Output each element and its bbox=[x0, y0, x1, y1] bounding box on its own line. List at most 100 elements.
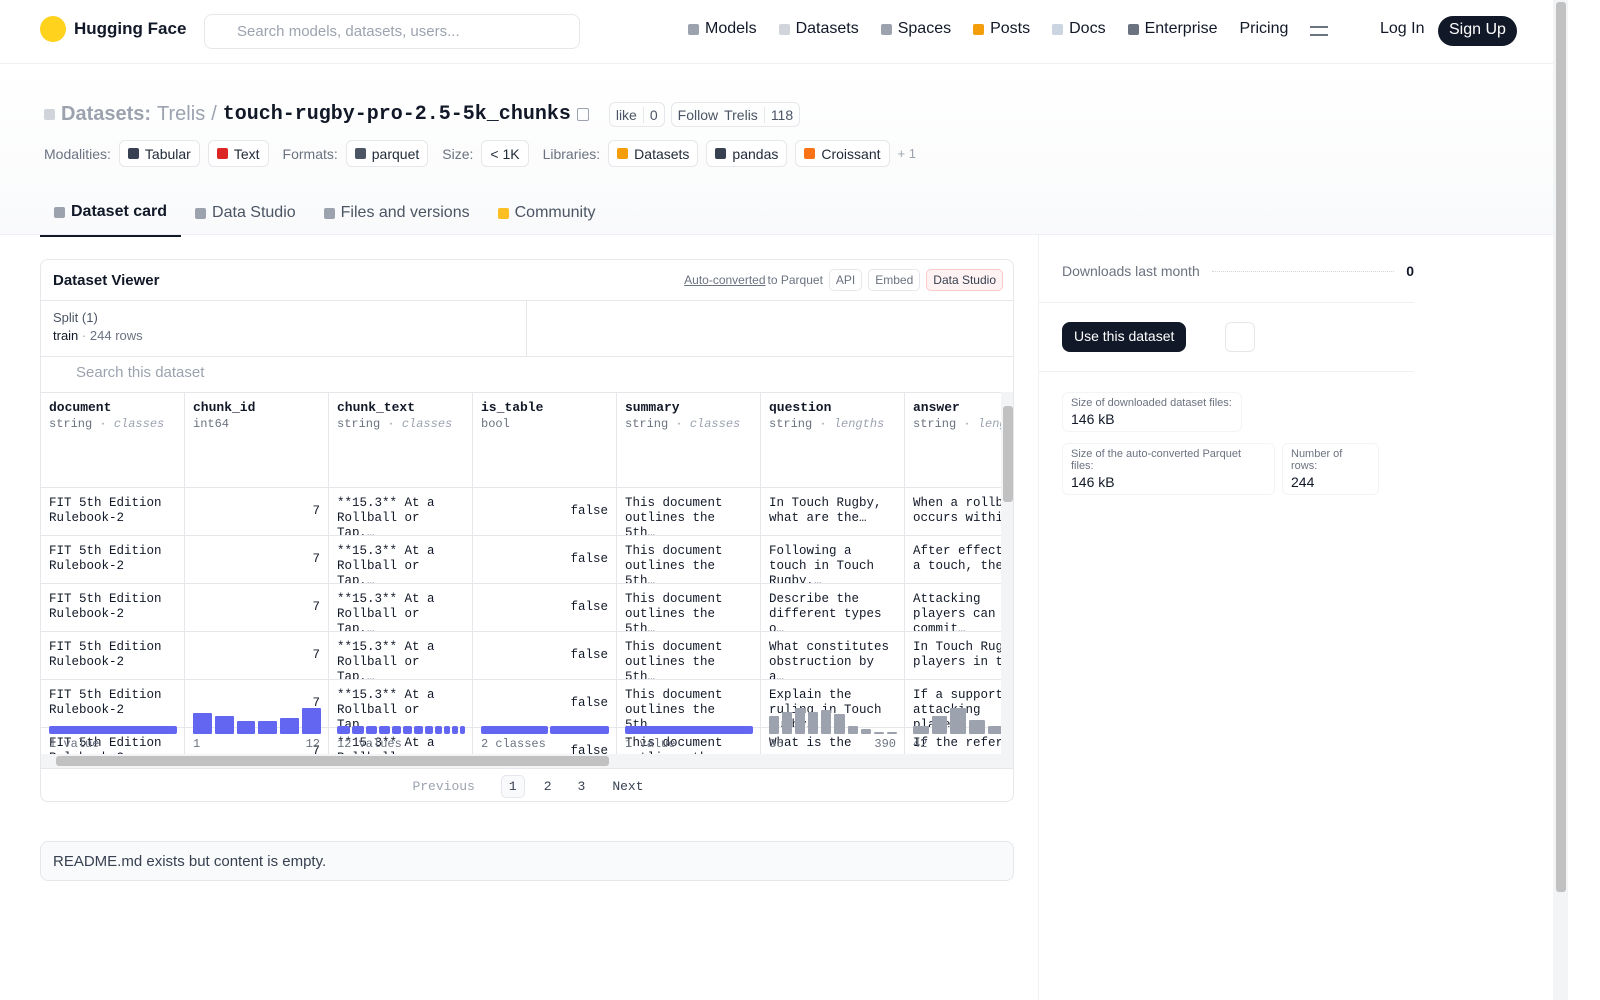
histogram-bar[interactable] bbox=[782, 712, 793, 734]
histogram-bar[interactable] bbox=[860, 729, 871, 734]
cell[interactable]: This document outlines the 5th… bbox=[617, 632, 760, 680]
like-button[interactable]: like 0 bbox=[608, 102, 665, 127]
histogram-bar[interactable] bbox=[302, 708, 321, 734]
cell[interactable]: In Touch Rugby, what are the… bbox=[761, 488, 904, 536]
viewer-search[interactable]: Search this dataset bbox=[41, 356, 1013, 392]
histogram-bar[interactable] bbox=[795, 708, 806, 734]
cell[interactable]: false bbox=[473, 536, 616, 584]
cell[interactable]: FIT 5th Edition Rulebook-2 bbox=[41, 488, 184, 536]
nav-link[interactable]: Posts bbox=[973, 20, 1030, 38]
cell[interactable]: Following a touch in Touch Rugby,… bbox=[761, 536, 904, 584]
cell[interactable]: FIT 5th Edition Rulebook-2 bbox=[41, 536, 184, 584]
scrollbar[interactable] bbox=[41, 754, 1001, 768]
class-bar[interactable] bbox=[481, 726, 549, 734]
scroll-thumb[interactable] bbox=[1556, 2, 1566, 892]
nav-link[interactable]: Datasets bbox=[778, 20, 859, 38]
cell[interactable]: **15.3** At a Rollball or Tap,… bbox=[329, 536, 472, 584]
column-header[interactable]: is_table bool bbox=[473, 393, 616, 488]
class-bar[interactable] bbox=[366, 726, 378, 734]
column-header[interactable]: chunk_id int64 bbox=[185, 393, 328, 488]
tab[interactable]: Community bbox=[484, 192, 610, 237]
nav-link[interactable]: Docs bbox=[1052, 20, 1106, 38]
cell[interactable]: 7 bbox=[185, 584, 328, 632]
cell[interactable]: After effecting a touch, the… bbox=[905, 536, 1001, 584]
histogram-bar[interactable] bbox=[808, 712, 819, 734]
cell[interactable]: This document outlines the 5th… bbox=[617, 728, 760, 754]
cell[interactable]: 7 bbox=[185, 728, 328, 754]
search-input[interactable]: Search models, datasets, users... bbox=[204, 14, 580, 49]
cell[interactable]: If the referee bbox=[905, 728, 1001, 754]
brand[interactable]: Hugging Face bbox=[40, 16, 186, 42]
cell[interactable]: When a rollball occurs within… bbox=[905, 488, 1001, 536]
tag[interactable]: Croissant bbox=[795, 140, 890, 167]
cell[interactable]: false bbox=[473, 584, 616, 632]
histogram-bar[interactable] bbox=[834, 714, 845, 734]
cell[interactable]: **15.3** At a Rollball or Tap,… bbox=[329, 584, 472, 632]
class-bar[interactable] bbox=[424, 726, 433, 734]
column-header[interactable]: document string · classes bbox=[41, 393, 184, 488]
histogram-bar[interactable] bbox=[214, 715, 234, 734]
class-bar[interactable] bbox=[451, 726, 458, 734]
class-bar[interactable] bbox=[414, 726, 423, 734]
cell[interactable]: **15.3** At a Rollball or Tap,… bbox=[329, 632, 472, 680]
tag[interactable]: < 1K bbox=[481, 140, 529, 167]
histogram-bar[interactable] bbox=[280, 717, 300, 734]
login[interactable]: Log In bbox=[1380, 20, 1425, 37]
cell[interactable]: 7 bbox=[185, 536, 328, 584]
copy-icon[interactable] bbox=[576, 108, 589, 121]
viewer-button[interactable]: Embed bbox=[868, 269, 921, 291]
histogram-bar[interactable] bbox=[886, 732, 897, 734]
cell[interactable]: Attacking players can commit… bbox=[905, 584, 1001, 632]
cell[interactable]: false bbox=[473, 632, 616, 680]
cell[interactable]: false bbox=[473, 488, 616, 536]
tag[interactable]: Datasets bbox=[608, 140, 699, 167]
class-bar[interactable] bbox=[434, 726, 442, 734]
cell[interactable]: FIT 5th Edition Rulebook-2 bbox=[41, 728, 184, 754]
cell[interactable]: **15.3** At a Rollball or Tap,… bbox=[329, 680, 472, 728]
tab[interactable]: Dataset card bbox=[40, 192, 182, 237]
histogram-bar[interactable] bbox=[931, 716, 948, 734]
tab[interactable]: Files and versions bbox=[310, 192, 484, 237]
cell[interactable]: **15.3** At a Rollball or Tap,… bbox=[329, 728, 472, 754]
cell[interactable]: 7 bbox=[185, 632, 328, 680]
class-bar[interactable] bbox=[352, 726, 365, 734]
nav-link[interactable]: Models bbox=[688, 20, 757, 38]
cell[interactable]: FIT 5th Edition Rulebook-2 bbox=[41, 632, 184, 680]
tab[interactable]: Data Studio bbox=[181, 192, 310, 237]
scrollbar[interactable] bbox=[1001, 392, 1013, 768]
histogram-bar[interactable] bbox=[987, 726, 1001, 734]
histogram-bar[interactable] bbox=[913, 726, 929, 734]
histogram-bar[interactable] bbox=[769, 716, 780, 734]
cell[interactable]: This document outlines the 5th… bbox=[617, 536, 760, 584]
previous[interactable]: Previous bbox=[412, 778, 475, 794]
class-bar[interactable] bbox=[625, 726, 753, 734]
nav-link[interactable]: Pricing bbox=[1239, 20, 1288, 38]
class-bar[interactable] bbox=[459, 726, 465, 734]
page[interactable]: 3 bbox=[577, 778, 586, 794]
histogram-bar[interactable] bbox=[258, 721, 278, 734]
column-header[interactable]: answer string · lengths bbox=[905, 393, 1001, 488]
histogram-bar[interactable] bbox=[847, 726, 858, 734]
tag[interactable]: pandas bbox=[706, 140, 788, 167]
cell[interactable]: This document outlines the 5th… bbox=[617, 488, 760, 536]
split-selector[interactable]: Split (1) train · 244 rows bbox=[41, 300, 527, 356]
more-tags[interactable]: + 1 bbox=[897, 146, 916, 161]
column-header[interactable]: summary string · classes bbox=[617, 393, 760, 488]
cell[interactable]: FIT 5th Edition Rulebook-2 bbox=[41, 680, 184, 728]
cell[interactable]: Describe the different types o… bbox=[761, 584, 904, 632]
histogram-bar[interactable] bbox=[236, 721, 256, 734]
class-bar[interactable] bbox=[403, 726, 413, 734]
more-button[interactable] bbox=[1225, 322, 1255, 352]
viewer-button[interactable]: API bbox=[828, 269, 863, 291]
histogram-bar[interactable] bbox=[193, 713, 212, 734]
use-dataset-button[interactable]: Use this dataset bbox=[1062, 322, 1187, 352]
column-header[interactable]: question string · lengths bbox=[761, 393, 904, 488]
next[interactable]: Next bbox=[612, 778, 644, 794]
cell[interactable]: FIT 5th Edition Rulebook-2 bbox=[41, 584, 184, 632]
tag[interactable]: parquet bbox=[345, 140, 429, 167]
histogram-bar[interactable] bbox=[873, 732, 884, 734]
page[interactable]: 2 bbox=[543, 778, 552, 794]
nav-link[interactable]: Enterprise bbox=[1127, 20, 1217, 38]
tag[interactable]: Text bbox=[207, 140, 269, 167]
histogram-bar[interactable] bbox=[821, 710, 832, 734]
